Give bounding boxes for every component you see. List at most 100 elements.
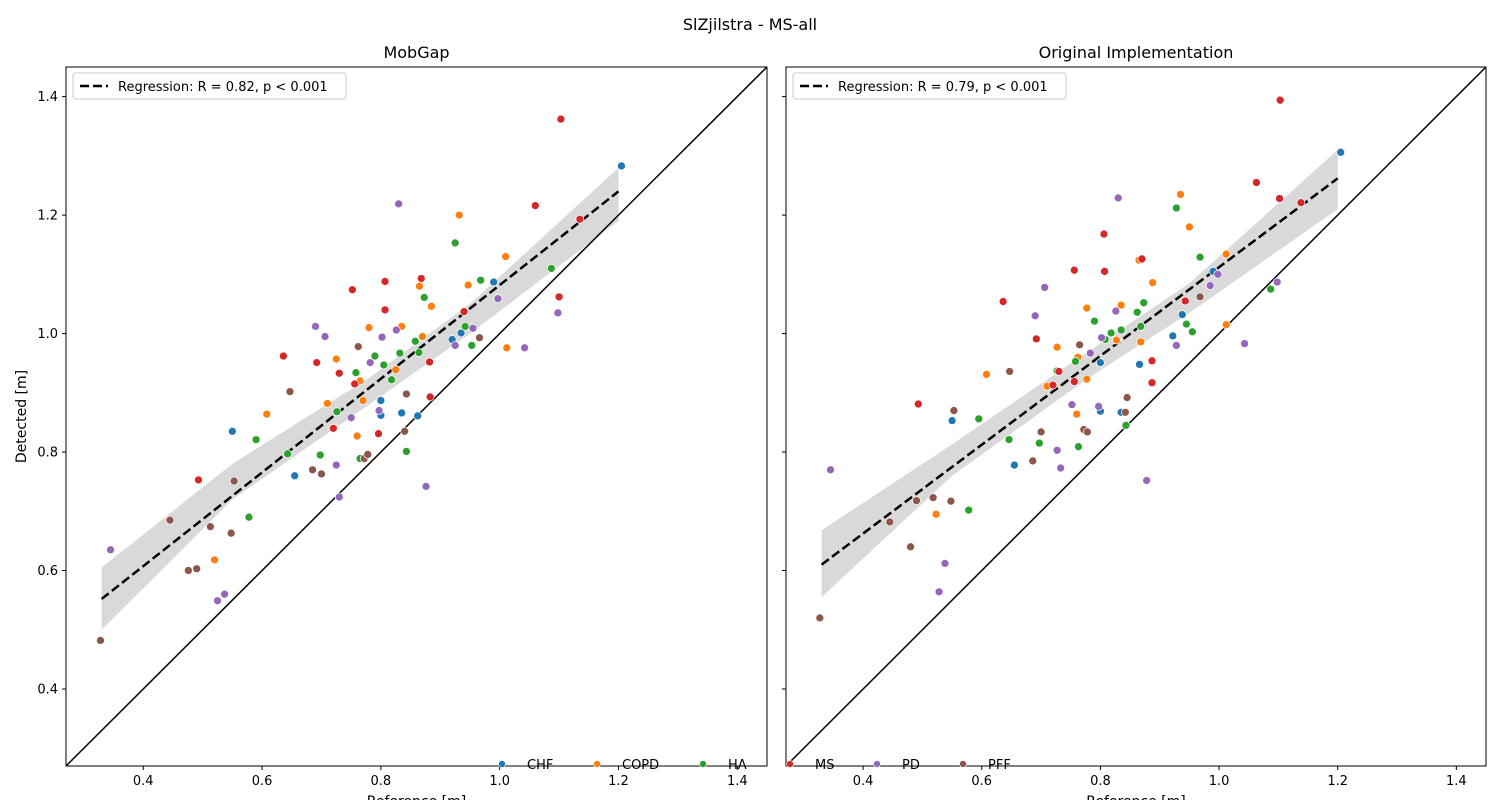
legend-box bbox=[792, 72, 1067, 100]
data-point-ms bbox=[1275, 95, 1285, 105]
data-point-copd bbox=[364, 323, 374, 332]
data-point-ha bbox=[332, 407, 342, 417]
data-point-copd bbox=[415, 281, 424, 291]
x-tick-label: 0.6 bbox=[971, 774, 992, 789]
y-axis-label: Detected [m] bbox=[14, 370, 30, 463]
series-copd bbox=[931, 190, 1231, 519]
data-point-pd bbox=[1205, 281, 1215, 290]
data-point-chf bbox=[947, 416, 957, 425]
data-point-ha bbox=[467, 341, 477, 350]
x-tick-label: 1.2 bbox=[608, 774, 629, 789]
data-point-ha bbox=[1071, 357, 1080, 366]
y-tick-label: 0.6 bbox=[37, 564, 58, 579]
data-point-pd bbox=[377, 332, 387, 342]
data-point-ms bbox=[1099, 229, 1109, 239]
data-point-ha bbox=[547, 264, 556, 273]
legend-marker bbox=[873, 760, 881, 768]
data-point-ms bbox=[374, 429, 383, 439]
legend-marker bbox=[498, 760, 506, 768]
x-tick-label: 0.4 bbox=[133, 774, 154, 789]
identity-line bbox=[786, 67, 1486, 766]
data-point-ha bbox=[1034, 438, 1044, 448]
data-point-copd bbox=[352, 431, 362, 441]
x-tick-label: 0.4 bbox=[853, 774, 874, 789]
series-pd bbox=[106, 199, 563, 606]
data-point-ms bbox=[380, 277, 390, 286]
data-point-chf bbox=[227, 426, 237, 436]
data-point-ha bbox=[1139, 298, 1149, 308]
legend-marker bbox=[786, 760, 794, 768]
data-point-ms bbox=[1048, 380, 1058, 390]
series-ha bbox=[244, 238, 556, 522]
data-point-pff bbox=[402, 389, 411, 399]
data-point-copd bbox=[502, 343, 512, 353]
legend-marker bbox=[593, 760, 601, 768]
group-legend-item-ms: MS bbox=[786, 758, 834, 773]
group-legend-item-pff: PFF bbox=[959, 758, 1011, 773]
data-point-ms bbox=[425, 392, 435, 402]
data-point-copd bbox=[391, 365, 401, 375]
data-point-pff bbox=[928, 493, 938, 503]
data-point-pd bbox=[1067, 400, 1077, 410]
data-point-pff bbox=[1195, 292, 1205, 302]
data-point-pd bbox=[493, 294, 503, 303]
data-point-ms bbox=[380, 305, 390, 315]
data-point-pd bbox=[1142, 476, 1152, 485]
data-point-ms bbox=[1031, 334, 1041, 344]
data-point-chf bbox=[1177, 310, 1187, 319]
data-point-chf bbox=[489, 277, 499, 287]
data-point-ms bbox=[194, 475, 203, 485]
data-point-pff bbox=[1036, 427, 1046, 437]
data-point-pd bbox=[1040, 283, 1049, 292]
data-point-ha bbox=[379, 360, 389, 370]
data-point-pd bbox=[346, 413, 356, 423]
panel-mobgap: 0.4 0.6 0.8 1.0 1.2 1.4 0.4 0.6 0.8 1.0 1.2 1.4 MobG… bbox=[14, 43, 768, 804]
panel-original-implementation: 0.4 0.6 0.8 1.0 1.2 1.4 Original Implementatio… bbox=[782, 43, 1487, 804]
series-pff bbox=[815, 292, 1205, 623]
x-tick-label: 1.4 bbox=[727, 774, 748, 789]
data-point-pff bbox=[475, 333, 484, 343]
data-point-pd bbox=[1097, 333, 1106, 343]
data-point-pd bbox=[1111, 306, 1121, 316]
y-tick-label: 0.4 bbox=[37, 682, 58, 697]
data-point-ha bbox=[460, 322, 470, 331]
data-point-chf bbox=[1135, 360, 1144, 369]
plot-frame bbox=[65, 66, 768, 767]
data-point-pff bbox=[308, 465, 317, 475]
data-point-pd bbox=[520, 343, 529, 353]
data-point-copd bbox=[1185, 222, 1194, 232]
data-point-ha bbox=[964, 505, 974, 515]
data-point-pd bbox=[553, 308, 563, 318]
data-point-ms bbox=[556, 114, 566, 124]
data-point-ms bbox=[279, 351, 288, 361]
legend-marker bbox=[699, 760, 707, 768]
data-point-ha bbox=[450, 238, 460, 248]
data-point-pff bbox=[1028, 456, 1038, 466]
data-point-pd bbox=[311, 322, 320, 331]
regression-legend: Regression: R = 0.82, p < 0.001 bbox=[72, 72, 347, 100]
data-point-pd bbox=[1030, 311, 1040, 321]
panel-title: MobGap bbox=[383, 43, 449, 62]
data-point-ms bbox=[1137, 254, 1147, 264]
series-pd bbox=[826, 193, 1282, 597]
data-point-ms bbox=[1296, 198, 1306, 208]
legend-marker bbox=[959, 760, 967, 768]
data-point-ms bbox=[998, 297, 1008, 306]
group-legend-item-pd: PD bbox=[873, 758, 920, 773]
data-point-copd bbox=[1082, 374, 1092, 384]
data-point-ha bbox=[419, 293, 429, 302]
data-point-copd bbox=[1136, 337, 1146, 347]
data-point-ms bbox=[1275, 194, 1284, 203]
data-point-ha bbox=[1004, 435, 1014, 444]
data-point-copd bbox=[1052, 342, 1062, 352]
legend-label: COPD bbox=[622, 758, 659, 773]
series-ms bbox=[913, 95, 1306, 409]
data-point-ms bbox=[530, 201, 540, 210]
data-point-chf bbox=[456, 328, 466, 338]
x-tick-label: 0.8 bbox=[1090, 774, 1111, 789]
data-point-pff bbox=[192, 564, 202, 574]
data-point-ms bbox=[347, 285, 357, 295]
data-point-ms bbox=[913, 399, 923, 409]
data-point-pd bbox=[374, 406, 384, 415]
data-point-pff bbox=[229, 476, 239, 486]
